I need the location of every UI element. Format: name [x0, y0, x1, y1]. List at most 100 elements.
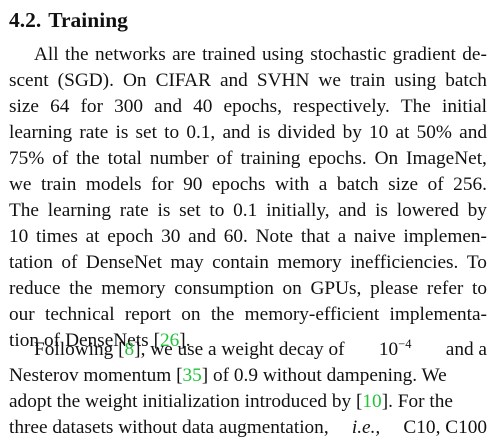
paragraph-1-line-8: 10 times at epoch 30 and 60. Note that a naive impl… [9, 224, 487, 250]
word: batch [445, 70, 487, 91]
paragraph-2-line-2: Nesterov momentum [35] of 0.9 without da… [9, 363, 487, 389]
word: times [36, 226, 78, 247]
word: size [388, 174, 419, 195]
citation-link-8[interactable]: 8 [124, 339, 135, 360]
word: is [257, 122, 271, 143]
word: 10 [369, 122, 389, 143]
paragraph-1-line-5: 75% of the total number of training epochs. On Im… [9, 146, 487, 172]
section-title: Training [48, 8, 128, 32]
word: is [157, 200, 171, 221]
text-adopt: adopt the weight initialization introduc… [9, 391, 363, 412]
word: epoch [107, 226, 154, 247]
word: initially, [266, 200, 330, 221]
word: (SGD). [57, 70, 114, 91]
word: On [122, 70, 147, 91]
word: of [61, 252, 78, 273]
section-number: 4.2. [9, 8, 42, 32]
citation-link-26[interactable]: 26 [160, 330, 180, 351]
paragraph-2-line-1: Following [8], we use a weight decay of … [34, 337, 487, 363]
citation-link-10[interactable]: 10 [362, 391, 382, 412]
citation-link-35[interactable]: 35 [182, 365, 202, 386]
text-ie: i.e., [351, 417, 381, 438]
word: lowered [396, 200, 459, 221]
word: contain [212, 252, 269, 273]
word: of [44, 330, 61, 351]
word: 75% [9, 148, 45, 169]
word: of [427, 174, 444, 195]
paragraph-1-line-12: tion of DenseNets [26]. [9, 328, 487, 354]
word: tion [9, 330, 39, 351]
word: stochastic [310, 44, 387, 65]
word: refer [426, 278, 464, 299]
word: The [400, 96, 431, 117]
paper-page: 4.2. Training All the networks are trained usi… [9, 0, 487, 446]
word: CIFAR [155, 70, 211, 91]
paragraph-1-line-4: learning rate is set to 0.1, and is divided by 10 a… [9, 120, 487, 146]
word: DenseNet [85, 252, 162, 273]
word: using [262, 44, 304, 65]
word: please [370, 278, 419, 299]
word: consumption [174, 278, 274, 299]
word: ImageNet, [406, 148, 487, 169]
word: 10 [9, 226, 29, 247]
word: models [85, 174, 142, 195]
paragraph-1-line-11: our technical report on the memory-efficient i… [9, 302, 487, 328]
paragraph-1-line-6: we train models for 90 epochs with a batch size of… [9, 172, 487, 198]
word: 90 [183, 174, 203, 195]
word: implemen- [403, 226, 487, 247]
word: epochs, [223, 96, 282, 117]
paragraph-2-line-4: three datasets without data augmentation… [9, 415, 487, 441]
word: may [170, 252, 204, 273]
word: at [395, 122, 410, 143]
word: inefficiencies. [350, 252, 459, 273]
text-weight-decay: ], we use a weight decay of [134, 339, 345, 360]
paragraph-1-line-9: tation of DenseNet may contain memory ineffici… [9, 250, 487, 276]
word: learning [9, 122, 73, 143]
decay-exponent: −4 [398, 337, 412, 351]
word: and [154, 96, 183, 117]
word: All [34, 44, 59, 65]
decay-base: 10 [378, 339, 399, 360]
word: technical [45, 304, 115, 325]
text-three-datasets: three datasets without data augmentation… [9, 417, 329, 438]
word: to [209, 200, 225, 221]
word: epochs [211, 174, 266, 195]
word: memory-efficient [244, 304, 380, 325]
paragraph-2-line-3: adopt the weight initialization introduc… [9, 389, 487, 415]
text-momentum: ] of 0.9 without dampening. We [201, 365, 447, 386]
word: at [85, 226, 100, 247]
word: of [216, 148, 233, 169]
word: for [80, 96, 103, 117]
text-and-a: and a [445, 339, 487, 360]
word: by [342, 122, 362, 143]
word: 60. [223, 226, 248, 247]
word: to [471, 278, 487, 299]
word: with [274, 174, 310, 195]
word: memory [277, 252, 342, 273]
word: batch [336, 174, 379, 195]
citation-group: [26]. [153, 330, 191, 351]
word: reduce [9, 278, 61, 299]
word: scent [9, 70, 49, 91]
word: a [337, 226, 347, 247]
word: 50% [416, 122, 452, 143]
section-heading: 4.2. Training [9, 6, 128, 34]
word: rate [79, 122, 109, 143]
text-c10-c100: C10, C100 [403, 417, 487, 438]
word: that [300, 226, 330, 247]
word: using [394, 70, 437, 91]
word: naive [353, 226, 396, 247]
word: 40 [193, 96, 213, 117]
text-nesterov: Nesterov momentum [ [9, 365, 183, 386]
word: and [222, 122, 251, 143]
word: gradient [392, 44, 456, 65]
text-following: Following [ [34, 339, 125, 360]
word: the [65, 44, 89, 65]
word: to [164, 122, 180, 143]
word: our [9, 304, 35, 325]
word: we [9, 174, 32, 195]
word: and [338, 200, 367, 221]
word: train [349, 70, 386, 91]
word: The [9, 200, 39, 221]
word: training [240, 148, 301, 169]
